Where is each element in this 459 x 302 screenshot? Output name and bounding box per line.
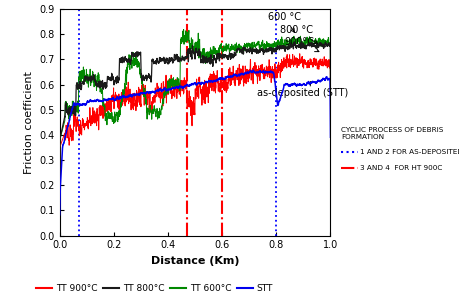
Y-axis label: Friction coefficient: Friction coefficient [24, 71, 34, 174]
Text: 900°C: 900°C [285, 37, 319, 52]
Text: 600 °C: 600 °C [268, 12, 301, 32]
Text: CYCLIC PROCESS OF DEBRIS
FORMATION: CYCLIC PROCESS OF DEBRIS FORMATION [341, 127, 444, 140]
Text: 3 AND 4  FOR HT 900C: 3 AND 4 FOR HT 900C [360, 165, 442, 171]
Text: 1 AND 2 FOR AS-DEPOSITED: 1 AND 2 FOR AS-DEPOSITED [360, 149, 459, 155]
Text: 800 °C: 800 °C [280, 25, 318, 44]
Text: as-deposited (STT): as-deposited (STT) [257, 82, 349, 98]
Legend: TT 900°C, TT 800°C, TT 600°C, STT: TT 900°C, TT 800°C, TT 600°C, STT [33, 281, 276, 297]
X-axis label: Distance (Km): Distance (Km) [151, 256, 239, 266]
